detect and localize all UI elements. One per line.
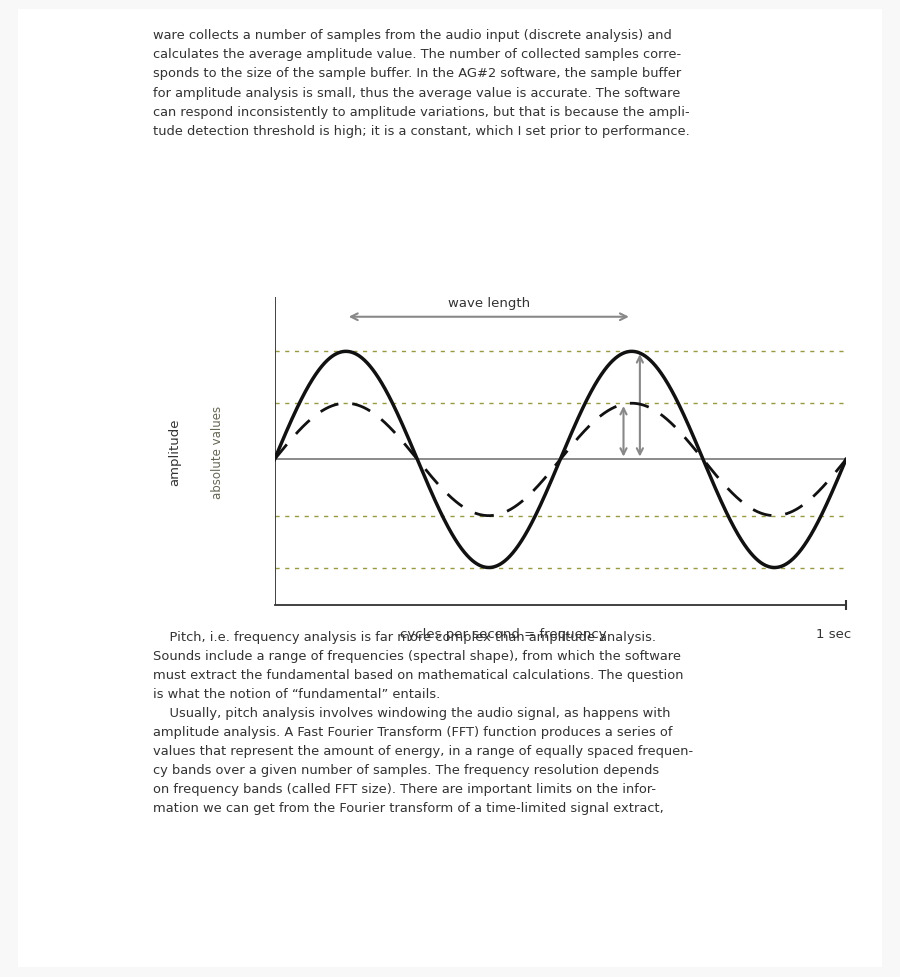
Text: can respond inconsistently to amplitude variations, but that is because the ampl: can respond inconsistently to amplitude … bbox=[153, 106, 689, 118]
Text: Usually, pitch analysis involves windowing the audio signal, as happens with: Usually, pitch analysis involves windowi… bbox=[153, 706, 670, 719]
Text: values that represent the amount of energy, in a range of equally spaced frequen: values that represent the amount of ener… bbox=[153, 744, 693, 757]
Text: wave length: wave length bbox=[448, 297, 530, 310]
Text: on frequency bands (called FFT size). There are important limits on the infor-: on frequency bands (called FFT size). Th… bbox=[153, 783, 656, 795]
Text: mation we can get from the Fourier transform of a time-limited signal extract,: mation we can get from the Fourier trans… bbox=[153, 801, 664, 815]
Text: cy bands over a given number of samples. The frequency resolution depends: cy bands over a given number of samples.… bbox=[153, 764, 659, 777]
Text: tude detection threshold is high; it is a constant, which I set prior to perform: tude detection threshold is high; it is … bbox=[153, 125, 689, 138]
Text: sponds to the size of the sample buffer. In the AG#2 software, the sample buffer: sponds to the size of the sample buffer.… bbox=[153, 67, 681, 80]
Text: is what the notion of “fundamental” entails.: is what the notion of “fundamental” enta… bbox=[153, 688, 440, 701]
Text: absolute values: absolute values bbox=[211, 405, 224, 498]
Text: 1 sec: 1 sec bbox=[816, 627, 851, 640]
Text: amplitude: amplitude bbox=[168, 418, 181, 486]
Text: Pitch, i.e. frequency analysis is far more complex than amplitude analysis.: Pitch, i.e. frequency analysis is far mo… bbox=[153, 630, 656, 643]
Text: cycles per second = frequency: cycles per second = frequency bbox=[400, 627, 607, 640]
Text: Sounds include a range of frequencies (spectral shape), from which the software: Sounds include a range of frequencies (s… bbox=[153, 650, 681, 662]
Text: for amplitude analysis is small, thus the average value is accurate. The softwar: for amplitude analysis is small, thus th… bbox=[153, 87, 680, 100]
Text: calculates the average amplitude value. The number of collected samples corre-: calculates the average amplitude value. … bbox=[153, 48, 681, 62]
Text: must extract the fundamental based on mathematical calculations. The question: must extract the fundamental based on ma… bbox=[153, 668, 683, 681]
Text: amplitude analysis. A Fast Fourier Transform (FFT) function produces a series of: amplitude analysis. A Fast Fourier Trans… bbox=[153, 725, 672, 739]
Text: ware collects a number of samples from the audio input (discrete analysis) and: ware collects a number of samples from t… bbox=[153, 29, 671, 42]
